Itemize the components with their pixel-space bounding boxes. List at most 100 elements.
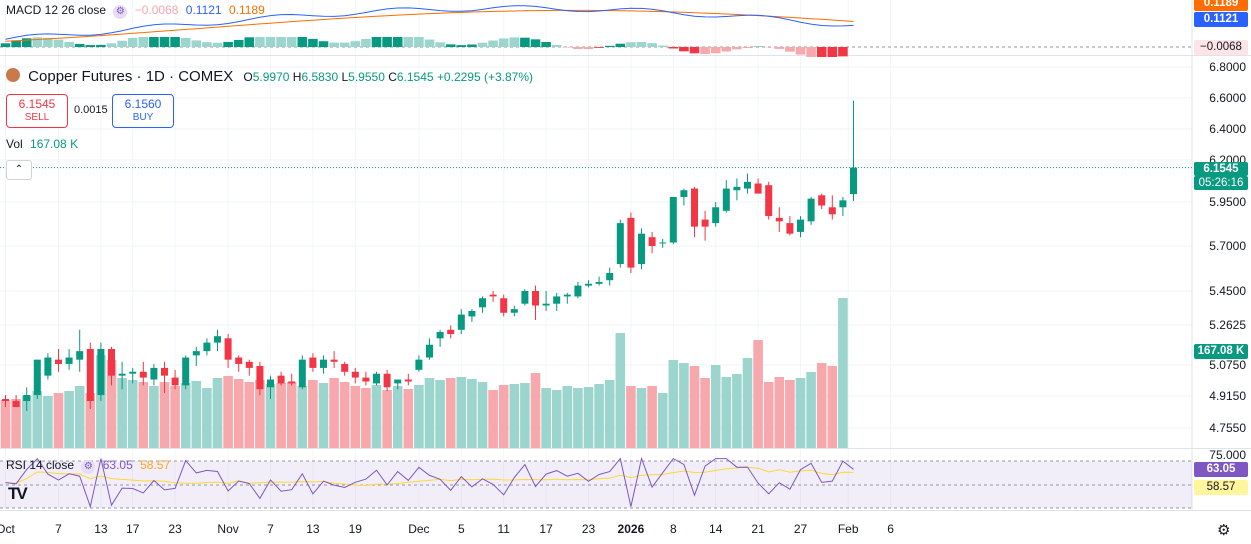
rsi-ma-line (5, 466, 854, 487)
candle-body-72 (765, 185, 773, 217)
candlesticks[interactable] (2, 100, 857, 411)
time-tick-3: 17 (126, 522, 140, 536)
macd-hist-bar-5 (53, 39, 64, 47)
candle-body-63 (669, 196, 677, 243)
volume-bar-9 (96, 355, 106, 448)
volume-bar-74 (785, 380, 795, 448)
candle-body-12 (129, 371, 137, 374)
candle-body-0 (2, 399, 9, 401)
volume-bar-24 (255, 380, 265, 448)
candle-body-37 (394, 379, 402, 384)
settings-icon[interactable]: ⚙ (113, 5, 128, 19)
volume-bar-17 (180, 383, 191, 448)
chevron-up-icon: ⌃ (14, 164, 24, 175)
macd-hist-bar-38 (403, 37, 414, 47)
price-tick-2: 6.4000 (1209, 122, 1246, 136)
macd-hist-bar-4 (43, 37, 53, 47)
volume-bar-41 (435, 380, 445, 448)
low-value: 5.9550 (348, 70, 385, 84)
volume-bar-55 (583, 387, 594, 448)
candle-body-70 (744, 181, 751, 189)
macd-hist-bar-28 (297, 37, 308, 47)
price-tick-7: 5.2625 (1209, 318, 1246, 332)
time-tick-19: Feb (838, 522, 859, 536)
volume-bar-42 (445, 378, 456, 448)
volume-bar-75 (795, 378, 806, 448)
time-tick-12: 17 (539, 522, 553, 536)
macd-hist-bar-1 (11, 40, 21, 47)
time-tick-18: 27 (794, 522, 808, 536)
candle-body-18 (192, 351, 200, 356)
rsi-settings-icon[interactable]: ⚙ (81, 460, 96, 474)
volume-bar-5 (53, 393, 64, 448)
candle-body-30 (320, 359, 327, 368)
price-tick-0: 6.8000 (1209, 60, 1246, 74)
volume-legend-label: Vol (6, 137, 23, 151)
time-tick-13: 23 (582, 522, 596, 536)
macd-pane[interactable] (0, 5, 1192, 57)
candle-body-74 (786, 223, 794, 234)
candle-body-10 (108, 349, 115, 376)
buy-button[interactable]: 6.1560 BUY (112, 94, 174, 128)
volume-bar-62 (657, 393, 668, 448)
symbol-title[interactable]: Copper Futures · 1D · COMEX (28, 68, 234, 85)
tradingview-logo[interactable]: TV (8, 484, 28, 503)
macd-hist-bar-12 (127, 37, 138, 47)
candle-body-78 (828, 207, 836, 215)
volume-bar-47 (498, 385, 509, 448)
volume-bar-1 (11, 399, 21, 448)
volume-bar-63 (668, 360, 679, 448)
collapse-legend-button[interactable]: ⌃ (6, 160, 32, 180)
time-tick-9: Dec (408, 522, 429, 536)
volume-bar-64 (679, 363, 689, 448)
candle-body-13 (139, 371, 147, 378)
volume-bar-45 (477, 382, 488, 448)
macd-axis-tag: 0.1121 (1194, 12, 1248, 27)
macd-hist-bar-41 (435, 42, 445, 47)
macd-signal-value: 0.1189 (228, 3, 265, 17)
macd-hist-bar-15 (159, 37, 170, 47)
change-value: +0.2295 (436, 70, 481, 84)
price-tick-10: 4.7550 (1209, 421, 1246, 435)
time-axis[interactable]: Oct 7 13 17 23 Nov 7 13 19 Dec 5 11 17 23 2026 8 14 21 27 F… (0, 522, 894, 536)
candle-body-52 (553, 296, 561, 304)
volume-bar-70 (742, 358, 753, 448)
rsi-pane[interactable] (0, 456, 1192, 509)
macd-hist-bar-67 (710, 47, 721, 54)
candle-body-75 (797, 219, 804, 232)
macd-hist-bar-73 (774, 47, 785, 49)
candle-body-71 (754, 183, 762, 194)
sell-button[interactable]: 6.1545 SELL (6, 94, 68, 128)
time-tick-11: 11 (497, 522, 510, 536)
price-tick-6: 5.4500 (1209, 284, 1246, 298)
volume-axis-label: 75.000 (1209, 448, 1246, 462)
candle-body-25 (267, 379, 274, 388)
macd-hist-bar-59 (626, 42, 636, 47)
candle-body-48 (510, 309, 518, 313)
settings-gear-icon[interactable]: ⚙ (1217, 522, 1231, 539)
volume-bar-25 (265, 384, 276, 448)
macd-hist-bar-14 (149, 37, 159, 47)
volume-bar-43 (456, 377, 467, 448)
volume-bar-19 (202, 388, 212, 448)
time-tick-4: 23 (168, 522, 182, 536)
candle-body-7 (76, 351, 84, 360)
macd-hist-bar-78 (827, 47, 838, 57)
macd-hist-bar-7 (74, 43, 85, 47)
macd-hist-bar-30 (318, 41, 329, 47)
volume-bar-58 (615, 333, 626, 448)
time-tick-8: 19 (349, 522, 363, 536)
candle-body-66 (701, 219, 709, 227)
macd-hist-bar-10 (106, 43, 117, 47)
price-axis[interactable]: 6.80006.60006.40006.20005.95005.70005.45… (1209, 60, 1246, 462)
time-tick-20: 6 (887, 522, 894, 536)
volume-bar-16 (170, 386, 180, 448)
volume-bar-12 (127, 380, 138, 448)
candle-body-36 (383, 373, 391, 388)
candle-body-67 (712, 207, 720, 224)
volume-bar-2 (21, 396, 32, 448)
candle-body-38 (404, 379, 412, 382)
volume-bar-59 (626, 386, 636, 448)
volume-legend: Vol 167.08 K (6, 137, 78, 151)
